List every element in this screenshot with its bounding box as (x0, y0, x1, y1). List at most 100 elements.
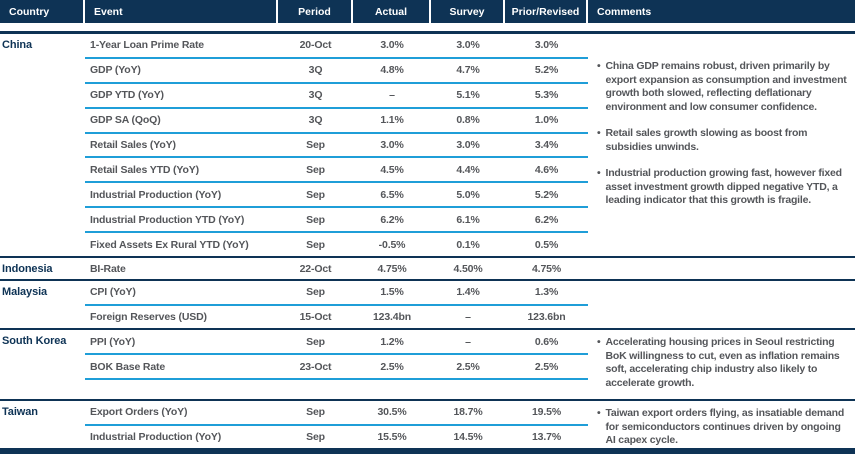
actual-cell: 4.8% (380, 64, 404, 77)
section-rows: 1-Year Loan Prime Rate 20-Oct 3.0% 3.0% 3.0%… (85, 34, 588, 256)
survey-cell: 0.8% (456, 114, 480, 127)
prior-cell: 4.75% (531, 262, 562, 275)
survey-cell: 6.1% (456, 213, 480, 226)
column-header-survey: Survey (431, 0, 505, 23)
comment-list: • China GDP remains robust, driven primar… (597, 60, 849, 208)
event-cell: BI-Rate (90, 262, 126, 275)
period-cell: Sep (306, 213, 325, 226)
event-cell: Fixed Assets Ex Rural YTD (YoY) (90, 238, 249, 251)
country-label: Malaysia (2, 286, 48, 298)
comments-cell: • China GDP remains robust, driven primar… (588, 34, 855, 256)
actual-cell: 4.75% (377, 262, 407, 275)
table-row: Retail Sales YTD (YoY) Sep 4.5% 4.4% 4.6% (85, 158, 588, 184)
actual-cell: 1.5% (380, 286, 404, 299)
survey-cell: 14.5% (453, 430, 483, 443)
column-header-actual: Actual (353, 0, 431, 23)
prior-cell: 19.5% (531, 406, 562, 419)
country-label: Taiwan (2, 406, 38, 418)
comments-cell (588, 258, 855, 279)
comment-text: Taiwan export orders flying, as insatiab… (605, 407, 845, 446)
prior-cell: 0.6% (534, 335, 559, 348)
survey-cell: 18.7% (453, 406, 483, 419)
section-rows: Export Orders (YoY) Sep 30.5% 18.7% 19.5% Ind… (85, 401, 588, 448)
bottom-bar (0, 448, 855, 454)
event-cell: Retail Sales YTD (YoY) (90, 163, 199, 176)
prior-cell: 2.5% (534, 360, 559, 373)
table-body: China 1-Year Loan Prime Rate 20-Oct 3.0% 3.0… (0, 31, 855, 448)
period-cell: 15-Oct (299, 310, 332, 323)
event-cell: 1-Year Loan Prime Rate (90, 39, 204, 52)
table-row: BI-Rate 22-Oct 4.75% 4.50% 4.75% (85, 258, 588, 279)
survey-cell: 4.4% (456, 163, 480, 176)
table-header-row: Country Event Period Actual Survey Prior/Revi… (0, 0, 855, 23)
country-label: South Korea (2, 335, 67, 347)
section-china: China 1-Year Loan Prime Rate 20-Oct 3.0% 3.0… (0, 34, 855, 256)
period-cell: Sep (306, 430, 325, 443)
event-cell: Industrial Production (YoY) (90, 188, 222, 201)
period-cell: 20-Oct (299, 39, 332, 52)
comment-text: Retail sales growth slowing as boost fro… (605, 127, 808, 153)
table-row: Industrial Production (YoY) Sep 6.5% 5.0% 5.… (85, 183, 588, 209)
section-rows: PPI (YoY) Sep 1.2% – 0.6% BOK Base Rate 23-Oct… (85, 330, 588, 399)
period-cell: Sep (306, 286, 325, 299)
survey-cell: 2.5% (456, 360, 480, 373)
prior-cell: 5.2% (534, 188, 559, 201)
comment-list: • Accelerating housing prices in Seoul re… (597, 336, 849, 390)
section-rows: BI-Rate 22-Oct 4.75% 4.50% 4.75% (85, 258, 588, 279)
column-header-prior: Prior/Revised (505, 0, 588, 23)
actual-cell: 1.2% (380, 335, 404, 348)
event-cell: BOK Base Rate (90, 360, 166, 373)
event-cell: Foreign Reserves (USD) (90, 310, 207, 323)
prior-cell: 3.0% (534, 39, 559, 52)
table-row: GDP (YoY) 3Q 4.8% 4.7% 5.2% (85, 59, 588, 84)
comment-list: • Taiwan export orders flying, as insatia… (597, 407, 849, 448)
period-cell: Sep (306, 335, 325, 348)
actual-cell: 3.0% (380, 39, 404, 52)
prior-cell: 5.2% (534, 64, 559, 77)
period-cell: Sep (306, 139, 325, 151)
bullet-icon: • (597, 60, 601, 72)
table-row: Fixed Assets Ex Rural YTD (YoY) Sep -0.5% 0… (85, 233, 588, 256)
column-header-period: Period (278, 0, 353, 23)
table-row: PPI (YoY) Sep 1.2% – 0.6% (85, 330, 588, 355)
comment-text: Accelerating housing prices in Seoul res… (605, 336, 840, 389)
survey-cell: – (465, 335, 471, 348)
prior-cell: 6.2% (534, 213, 559, 226)
event-cell: PPI (YoY) (90, 335, 136, 348)
section-taiwan: Taiwan Export Orders (YoY) Sep 30.5% 18.7% 19… (0, 399, 855, 448)
bullet-icon: • (597, 127, 601, 139)
period-cell: 3Q (308, 114, 323, 127)
column-header-comments: Comments (597, 5, 652, 18)
bullet-icon: • (597, 167, 601, 179)
survey-cell: 0.1% (456, 238, 480, 251)
actual-cell: 4.5% (380, 163, 404, 176)
event-cell: Retail Sales (YoY) (90, 139, 176, 151)
prior-cell: 13.7% (531, 430, 562, 443)
actual-cell: 2.5% (380, 360, 404, 373)
comment-text: China GDP remains robust, driven primari… (605, 60, 847, 113)
column-header-country: Country (0, 0, 85, 23)
table-row: Foreign Reserves (USD) 15-Oct 123.4bn – 123.… (85, 306, 588, 329)
survey-cell: – (465, 310, 471, 323)
prior-cell: 4.6% (534, 163, 559, 176)
actual-cell: 30.5% (377, 406, 407, 419)
comment-text: Industrial production growing fast, howe… (605, 167, 842, 206)
period-cell: 3Q (308, 64, 323, 77)
prior-cell: 1.3% (534, 286, 559, 299)
comment-item: • Industrial production growing fast, how… (597, 167, 849, 208)
actual-cell: – (389, 89, 395, 102)
actual-cell: 6.2% (380, 213, 404, 226)
prior-cell: 0.5% (534, 238, 559, 251)
table-row: Export Orders (YoY) Sep 30.5% 18.7% 19.5% (85, 401, 588, 426)
event-cell: GDP YTD (YoY) (90, 89, 164, 102)
header-gap (0, 23, 855, 31)
actual-cell: 15.5% (377, 430, 407, 443)
period-cell: 22-Oct (299, 262, 332, 275)
table-row: Retail Sales (YoY) Sep 3.0% 3.0% 3.4% (85, 134, 588, 159)
survey-cell: 4.50% (453, 262, 483, 275)
survey-cell: 3.0% (456, 39, 480, 52)
comment-item: • Retail sales growth slowing as boost fr… (597, 127, 849, 154)
table-row: Industrial Production YTD (YoY) Sep 6.2% 6.… (85, 208, 588, 234)
bullet-icon: • (597, 336, 601, 348)
